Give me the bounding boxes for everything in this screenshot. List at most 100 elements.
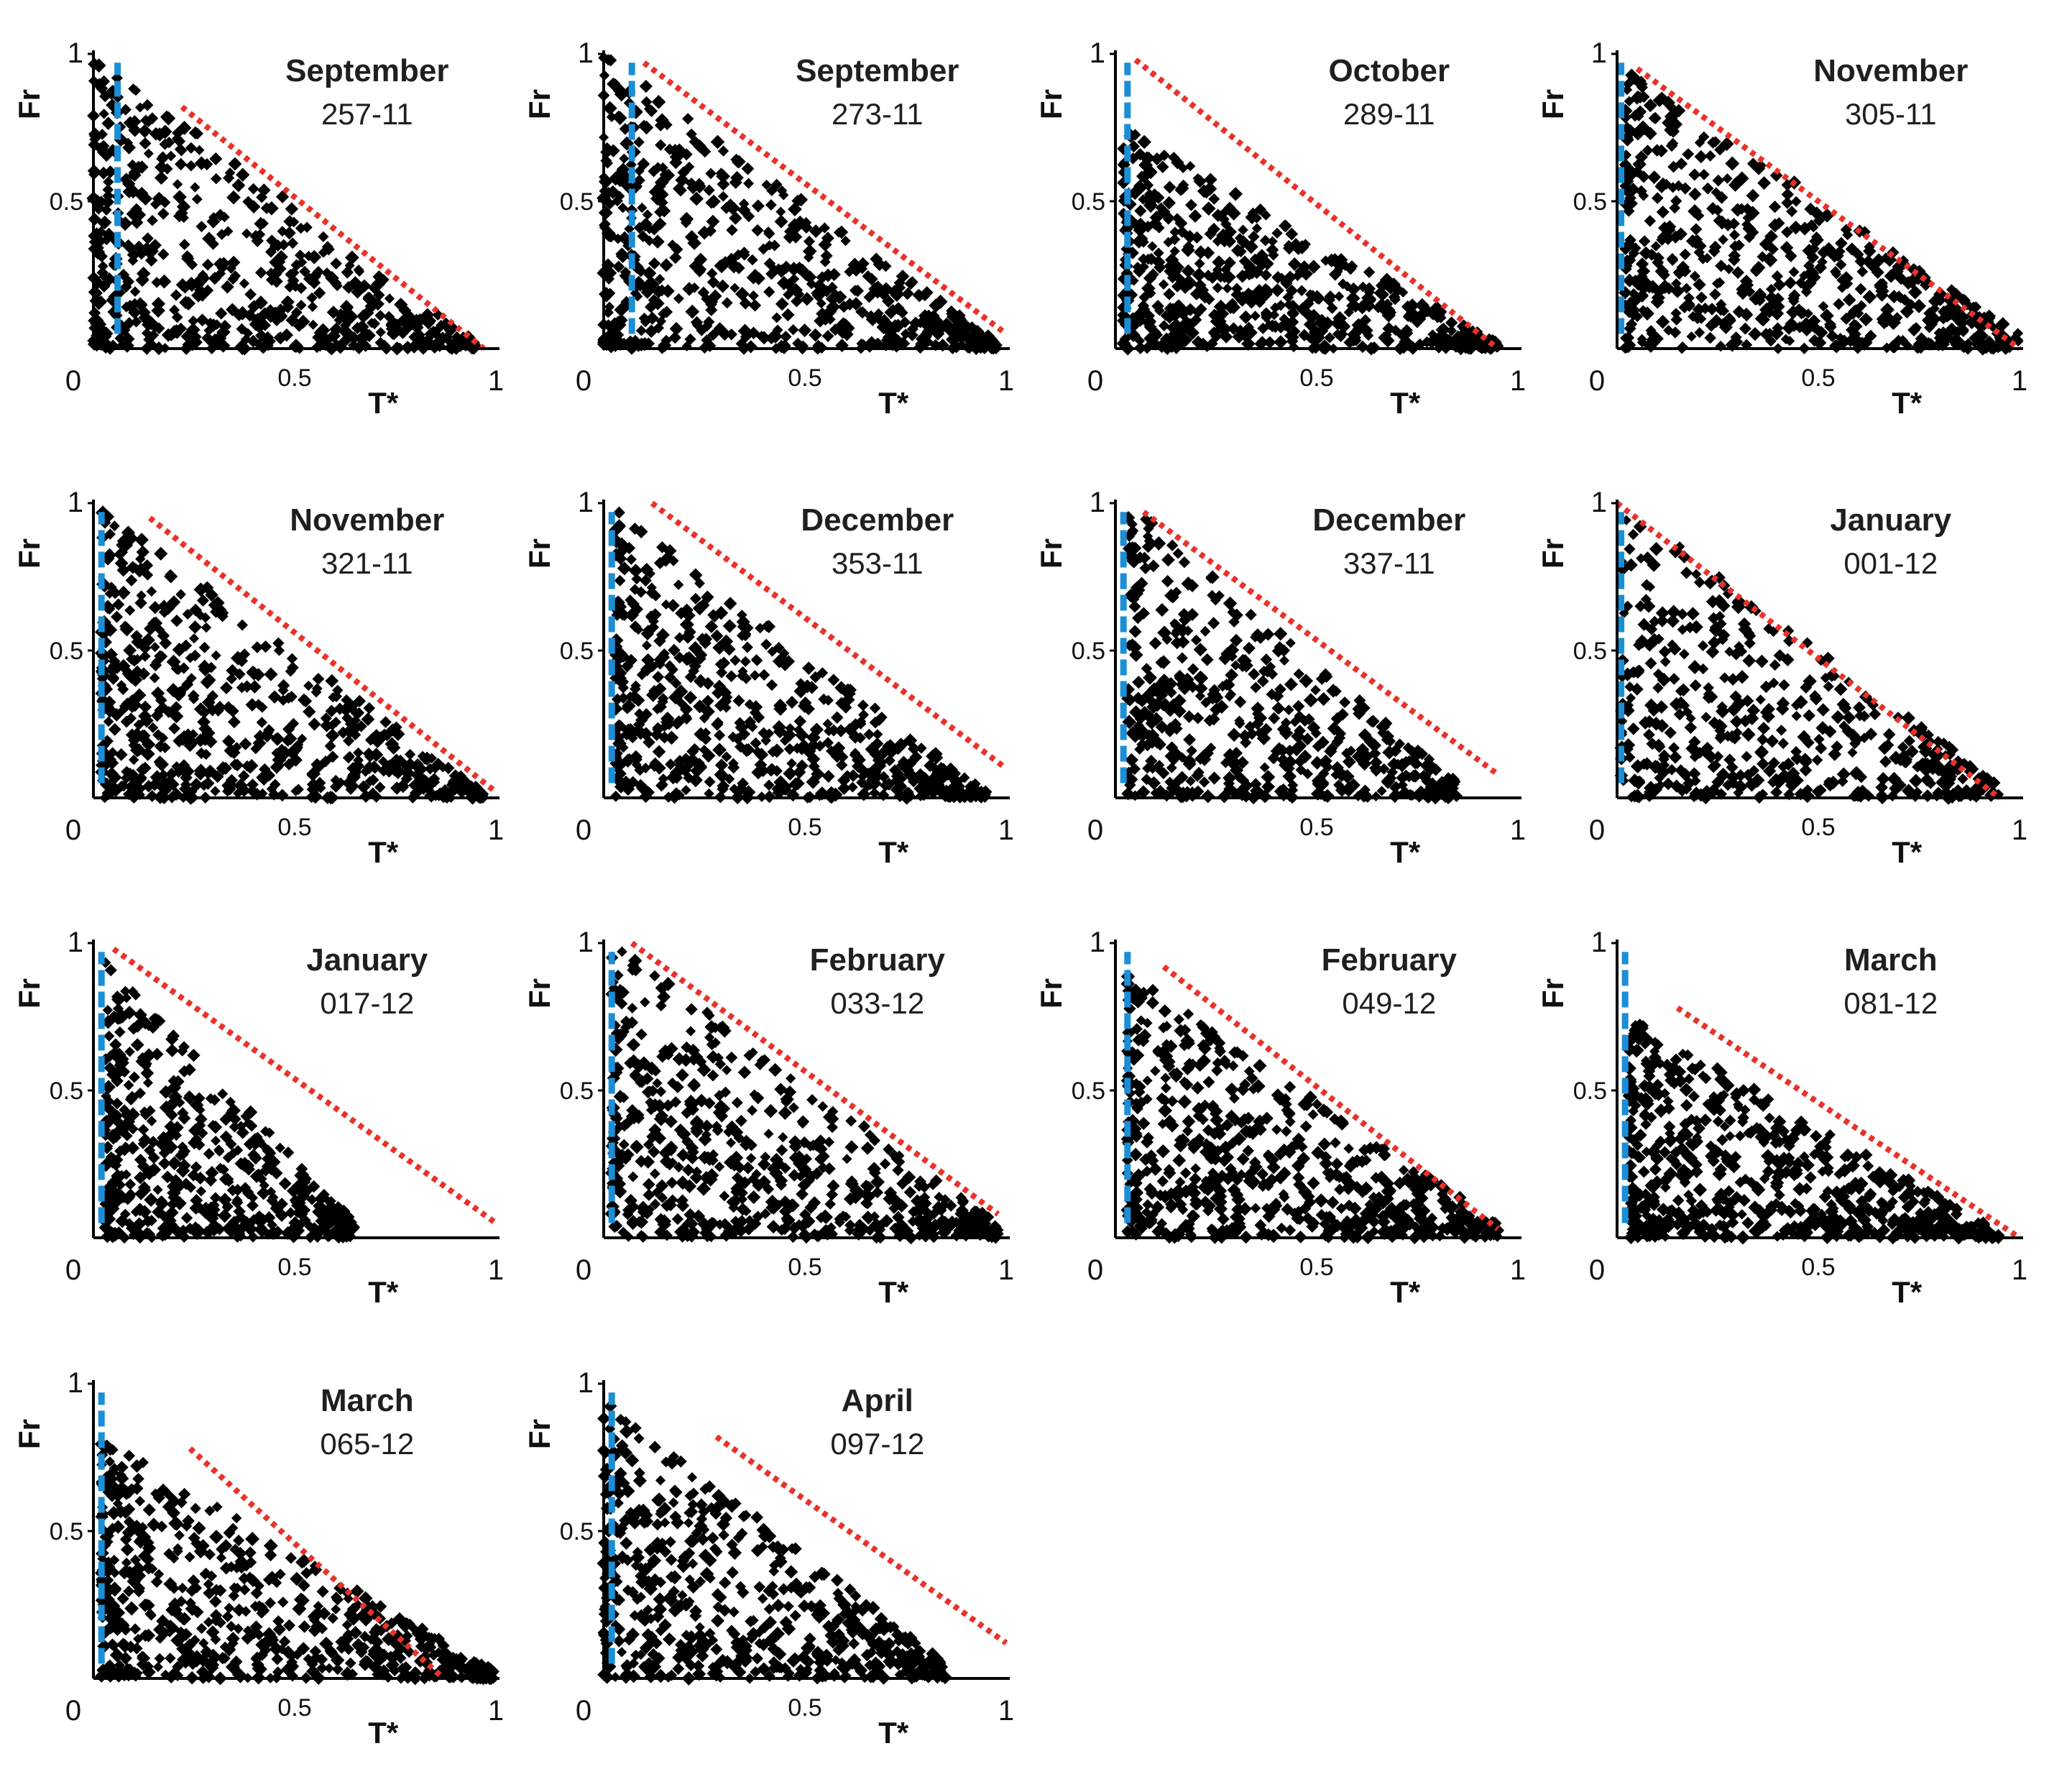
x-tick-label: 0.5 <box>277 814 311 841</box>
y-tick-label: 1 <box>1591 487 1607 518</box>
panel-date-code: 097-12 <box>830 1427 924 1461</box>
panel-date-code: 049-12 <box>1342 986 1436 1020</box>
scatter-point-cloud <box>597 52 1003 355</box>
x-tick-label: 0 <box>65 365 81 397</box>
x-tick-label: 1 <box>998 1695 1014 1727</box>
scatter-panel: 0.5 1 0 0.5 1 T* Fr November 321-11 <box>12 487 504 869</box>
scatter-points <box>1618 68 2024 356</box>
y-tick-label: 1 <box>578 1367 594 1399</box>
panel-date-code: 289-11 <box>1343 97 1435 131</box>
scatter-point-cloud <box>597 1400 952 1686</box>
scatter-panel: 0.5 1 0 0.5 1 T* Fr April 097-12 <box>522 1367 1014 1750</box>
x-tick-label: 0 <box>65 1254 81 1286</box>
y-tick-label: 1 <box>68 37 83 69</box>
y-axis-label: Fr <box>1034 89 1068 119</box>
y-tick-label: 0.5 <box>560 1078 594 1105</box>
scatter-points <box>98 957 361 1244</box>
panel-date-code: 273-11 <box>832 97 924 131</box>
scatter-panel: 0.5 1 0 0.5 1 T* Fr January 017-12 <box>12 927 504 1309</box>
y-axis-label: Fr <box>12 538 46 569</box>
scatter-points <box>86 58 482 356</box>
y-tick-label: 0.5 <box>560 1518 594 1545</box>
x-tick-label: 0 <box>65 814 81 846</box>
scatter-point-cloud <box>86 58 482 356</box>
x-tick-label: 0.5 <box>1299 1254 1333 1281</box>
y-tick-label: 1 <box>578 37 594 69</box>
scatter-panel: 0.5 1 0 0.5 1 T* Fr September 257-11 <box>12 37 504 420</box>
panel-date-code: 321-11 <box>321 546 413 580</box>
scatter-panel: 0.5 1 0 0.5 1 T* Fr December 353-11 <box>522 487 1014 869</box>
scatter-panel: 0.5 1 0 0.5 1 T* Fr March 065-12 <box>12 1367 504 1750</box>
panel-date-code: 001-12 <box>1843 546 1938 580</box>
y-axis-label: Fr <box>522 978 556 1008</box>
y-tick-label: 1 <box>578 487 594 518</box>
y-axis-label: Fr <box>1536 978 1570 1008</box>
diagonal-boundary-line <box>111 946 498 1226</box>
panel-date-code: 353-11 <box>832 546 924 580</box>
scatter-points <box>604 946 1004 1245</box>
y-tick-label: 0.5 <box>1573 188 1607 216</box>
scatter-panel: 0.5 1 0 0.5 1 T* Fr February 033-12 <box>522 927 1014 1309</box>
diagonal-boundary-line <box>188 1446 446 1681</box>
y-tick-label: 0.5 <box>560 188 594 216</box>
x-tick-label: 1 <box>998 814 1014 846</box>
scatter-points <box>1116 129 1504 356</box>
scatter-points <box>1614 515 2004 805</box>
diagonal-boundary-line <box>650 500 1008 771</box>
panel-month-title: September <box>796 53 959 88</box>
panel-date-code: 257-11 <box>321 97 413 131</box>
x-tick-label: 0 <box>1087 814 1103 846</box>
y-axis-label: Fr <box>12 1419 46 1449</box>
y-tick-label: 0.5 <box>1072 638 1105 665</box>
panel-date-code: 033-12 <box>830 986 924 1020</box>
y-axis-label: Fr <box>1034 978 1068 1008</box>
y-tick-label: 0.5 <box>50 1518 83 1545</box>
x-tick-label: 0 <box>576 365 591 397</box>
panel-month-title: January <box>306 942 428 978</box>
panel-date-code: 065-12 <box>320 1427 414 1461</box>
x-axis-label: T* <box>878 386 909 420</box>
x-tick-label: 0.5 <box>277 1254 311 1281</box>
diagonal-boundary-line <box>1141 510 1500 777</box>
y-tick-label: 1 <box>68 927 83 958</box>
x-axis-label: T* <box>368 1275 399 1309</box>
x-tick-label: 1 <box>998 1254 1014 1286</box>
panel-month-title: January <box>1830 502 1951 538</box>
x-tick-label: 0 <box>1589 1254 1605 1286</box>
scatter-panel: 0.5 1 0 0.5 1 T* Fr September 273-11 <box>522 37 1014 420</box>
y-axis-label: Fr <box>1034 538 1068 569</box>
scatter-panel: 0.5 1 0 0.5 1 T* Fr December 337-11 <box>1034 487 1526 869</box>
scatter-points <box>94 505 489 805</box>
x-axis-label: T* <box>1390 386 1421 420</box>
panel-month-title: March <box>1844 942 1938 978</box>
y-tick-label: 1 <box>1591 927 1607 958</box>
x-tick-label: 0.5 <box>788 814 821 841</box>
x-tick-label: 1 <box>488 814 504 846</box>
scatter-point-cloud <box>1121 511 1463 805</box>
x-axis-label: T* <box>1390 835 1421 869</box>
x-tick-label: 0.5 <box>788 1254 821 1281</box>
y-tick-label: 0.5 <box>50 188 83 216</box>
scatter-point-cloud <box>1618 68 2024 356</box>
y-axis-label: Fr <box>12 978 46 1008</box>
y-axis-label: Fr <box>522 1419 556 1449</box>
y-tick-label: 0.5 <box>560 638 594 665</box>
x-tick-label: 0.5 <box>277 1694 311 1722</box>
diagonal-boundary-line <box>1133 58 1500 351</box>
scatter-point-cloud <box>94 505 489 805</box>
x-tick-label: 0 <box>1589 814 1605 846</box>
x-tick-label: 1 <box>2012 365 2027 397</box>
y-tick-label: 0.5 <box>1573 638 1607 665</box>
y-axis-label: Fr <box>522 538 556 569</box>
x-axis-label: T* <box>368 1716 399 1750</box>
x-tick-label: 0 <box>576 1695 591 1727</box>
scatter-points <box>1120 969 1505 1244</box>
x-tick-label: 1 <box>488 365 504 397</box>
x-tick-label: 0 <box>1087 1254 1103 1286</box>
scatter-point-cloud <box>94 1437 499 1686</box>
scatter-panel: 0.5 1 0 0.5 1 T* Fr March 081-12 <box>1536 927 2027 1309</box>
x-axis-label: T* <box>878 1275 909 1309</box>
scatter-panel: 0.5 1 0 0.5 1 T* Fr January 001-12 <box>1536 487 2027 869</box>
